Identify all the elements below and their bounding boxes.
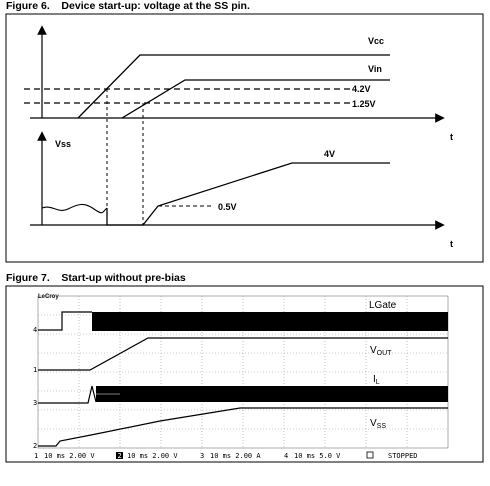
label-4v: 4V xyxy=(324,149,335,159)
label-vout: VOUT xyxy=(370,345,392,357)
lgate-switching-band xyxy=(92,312,448,331)
il-trace-start xyxy=(38,385,97,404)
status-ch1: 10 ms 2.00 V xyxy=(44,452,95,460)
figure-6-diagram: Vcc Vin 4.2V 1.25V t Vss 4V 0.5V t xyxy=(5,13,484,263)
vss-noise-segment xyxy=(41,203,108,214)
status-ch2: 10 ms 2.00 V xyxy=(127,452,178,460)
vss-trace xyxy=(38,407,448,447)
vcc-curve xyxy=(77,54,390,119)
status-state: STOPPED xyxy=(388,452,418,460)
status-ch2-badge xyxy=(116,452,123,459)
status-ch4: 10 ms 5.0 V xyxy=(294,452,341,460)
scope-status-bar: 1 10 ms 2.00 V 2 10 ms 2.00 V 3 10 ms 2.… xyxy=(34,451,418,460)
status-ch1-number: 1 xyxy=(34,452,38,460)
status-ch3: 10 ms 2.00 A xyxy=(210,452,261,460)
status-stop-icon xyxy=(366,451,374,459)
scope-screen-border xyxy=(37,295,449,449)
label-il: IL xyxy=(373,374,380,386)
channel-marker-1: 1 xyxy=(33,366,37,374)
vss-curve xyxy=(106,162,390,226)
figure-7-caption: Figure 7. Start-up without pre-bias xyxy=(6,272,186,284)
label-vcc: Vcc xyxy=(368,36,384,46)
label-0.5v: 0.5V xyxy=(218,202,237,212)
label-4.2v: 4.2V xyxy=(352,84,371,94)
figure-7-scope: LeCroy LGate VOUT IL VSS 4 1 3 2 1 10 ms… xyxy=(5,285,484,463)
vin-curve xyxy=(121,79,390,119)
label-1.25v: 1.25V xyxy=(352,99,376,109)
label-vss: Vss xyxy=(55,139,71,149)
channel-marker-4: 4 xyxy=(33,326,37,334)
label-t-top: t xyxy=(450,132,453,142)
label-t-bottom: t xyxy=(450,239,453,249)
status-ch2-number: 2 xyxy=(118,452,122,460)
channel-marker-3: 3 xyxy=(33,399,37,407)
label-vss-scope: VSS xyxy=(370,418,386,430)
figure-6-caption: Figure 6. Device start-up: voltage at th… xyxy=(6,0,250,12)
status-ch3-number: 3 xyxy=(200,452,204,460)
lgate-trace-start xyxy=(38,311,92,331)
figure-6-frame xyxy=(5,13,484,263)
channel-marker-2: 2 xyxy=(33,442,37,450)
scope-brand: LeCroy xyxy=(38,294,59,300)
vout-trace xyxy=(38,337,448,371)
status-ch4-number: 4 xyxy=(284,452,288,460)
label-vin: Vin xyxy=(368,64,382,74)
figure-7-frame xyxy=(5,285,484,463)
label-lgate: LGate xyxy=(369,300,397,311)
il-ripple-band xyxy=(96,386,448,402)
